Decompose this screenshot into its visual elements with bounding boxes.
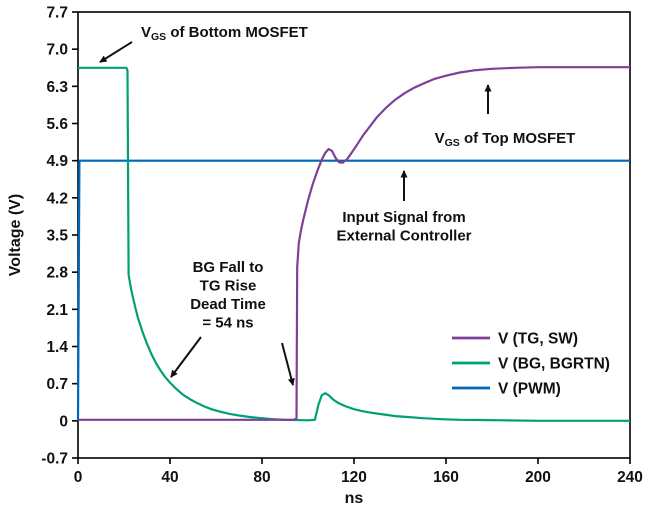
annotation-text: VGS of Bottom MOSFET (141, 24, 308, 43)
y-tick-label: 2.8 (46, 265, 68, 282)
y-tick-label: 1.4 (46, 339, 68, 356)
x-tick-label: 200 (525, 469, 551, 486)
legend-label: V (BG, BGRTN) (498, 356, 610, 373)
y-tick-label: 4.2 (46, 190, 68, 207)
legend-label: V (PWM) (498, 381, 561, 398)
annotation-arrow (99, 41, 133, 63)
legend-label: V (TG, SW) (498, 331, 578, 348)
annotation-bottom-mosfet: VGS of Bottom MOSFET (99, 24, 308, 63)
legend: V (TG, SW) V (BG, BGRTN) V (PWM) (452, 331, 610, 398)
y-tick-label: 2.1 (46, 302, 68, 319)
y-tick-label: 0 (59, 413, 68, 430)
annotation-text: Input Signal from External Controller (336, 209, 471, 245)
annotation-top-mosfet: VGS of Top MOSFET (435, 84, 576, 149)
x-tick-label: 40 (161, 469, 178, 486)
x-tick-label: 80 (253, 469, 270, 486)
series-line-1 (78, 66, 630, 421)
x-tick-label: 160 (433, 469, 459, 486)
x-tick-label: 120 (341, 469, 367, 486)
series-line-3 (76, 159, 630, 421)
y-tick-label: 6.3 (46, 79, 68, 96)
annotation-text: BG Fall to TG Rise Dead Time = 54 ns (190, 259, 266, 332)
y-tick-label: 7.7 (46, 5, 68, 22)
x-tick-label: 0 (74, 469, 83, 486)
x-axis-title: ns (345, 490, 364, 507)
y-tick-label: 5.6 (46, 116, 68, 133)
annotation-dead-time: BG Fall to TG Rise Dead Time = 54 ns (170, 259, 295, 386)
annotation-input-signal: Input Signal from External Controller (336, 170, 472, 245)
x-tick-label: 240 (617, 469, 643, 486)
y-tick-label: 0.7 (46, 376, 68, 393)
annotation-arrow (281, 342, 295, 386)
annotation-arrow (170, 336, 202, 378)
x-axis: 0 40 80 120 160 200 240 ns (74, 458, 643, 507)
y-axis: 7.7 7.0 6.3 5.6 4.9 4.2 3.5 2.8 2.1 1.4 0.7 0 -0.7 Vo… (7, 5, 78, 468)
annotation-text: VGS of Top MOSFET (435, 130, 576, 149)
series-line-2 (78, 66, 630, 422)
y-tick-label: 7.0 (46, 42, 68, 59)
y-axis-title: Voltage (V) (7, 194, 24, 276)
y-tick-label: 4.9 (46, 153, 68, 170)
y-tick-label: 3.5 (46, 228, 68, 245)
y-tick-label: -0.7 (41, 451, 68, 468)
